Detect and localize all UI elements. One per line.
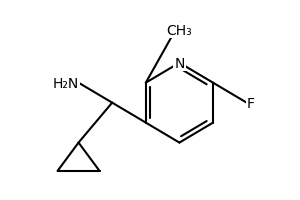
Text: F: F: [247, 96, 255, 110]
Text: N: N: [174, 56, 184, 70]
Text: H₂N: H₂N: [52, 76, 79, 90]
Text: CH₃: CH₃: [167, 24, 192, 38]
